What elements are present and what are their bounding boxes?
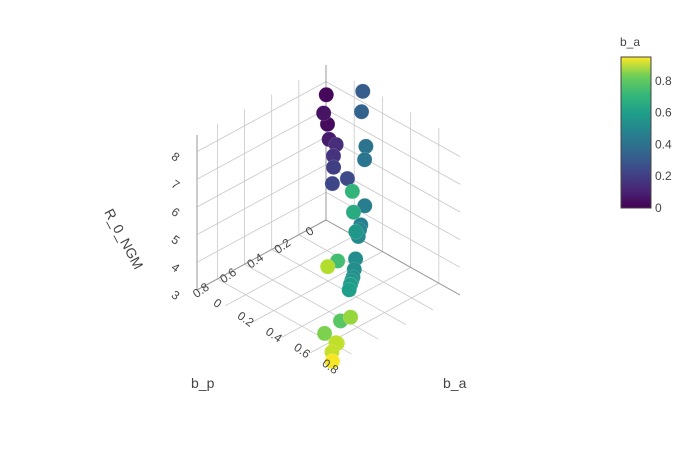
y-axis-line [196,219,327,291]
z-axis-title: R_0_NGM [101,206,146,272]
y-tick-label: 0.2 [272,235,294,256]
x-tick-label: 0.4 [263,324,285,345]
data-point [342,309,359,325]
floor-grid-line [244,263,379,340]
data-point [358,138,374,155]
wall-grid-line [325,81,461,157]
z-tick-label: 4 [169,260,183,275]
wall-grid-line [325,191,461,268]
colorbar-gradient [620,56,652,209]
x-axis-title: b_a [443,375,467,391]
colorbar: b_a 0 0.2 0.4 0.6 0.8 [620,35,672,215]
colorbar-ticks: 0 0.2 0.4 0.6 0.8 [655,74,672,215]
colorbar-tick-label: 0.6 [655,106,672,120]
wall-grid-line [196,164,327,235]
data-point [319,258,336,275]
data-point [341,282,357,298]
colorbar-tick-label: 0.4 [655,137,672,151]
data-point [355,83,371,100]
x-tick-label: 0.2 [235,309,257,330]
x-tick-label: 0 [211,296,225,311]
data-points [315,83,374,370]
data-point [316,325,333,342]
y-axis-title: b_p [191,375,215,391]
wall-grid-line [196,136,327,208]
z-tick-label: 5 [169,232,183,247]
z-tick-label: 6 [169,205,183,220]
wall-grid-line [325,136,461,213]
wall-grid-line [325,108,461,185]
data-point [356,151,373,168]
z-tick-label: 7 [169,177,183,192]
z-tick-label: 8 [169,149,183,164]
data-point [324,353,341,370]
colorbar-tick-label: 0 [655,201,662,215]
z-tick-label: 3 [169,288,183,303]
colorbar-title: b_a [620,35,640,49]
y-tick-label: 0.6 [217,265,239,286]
floor-grid-line [253,251,383,322]
floor-grid-line [298,234,434,311]
floor-grid-line [271,249,406,325]
data-point [315,105,332,121]
data-point [345,204,362,220]
data-point [344,183,361,200]
data-point [318,87,335,103]
y-tick-label: 0.4 [244,250,266,271]
wall-grid-line [196,108,327,180]
data-point [348,224,364,240]
floor-grid-line [281,267,411,338]
wall-grid-line [196,191,327,263]
x-tick-label: 0.6 [291,340,313,361]
data-point [325,159,342,175]
floor-grid-line [225,235,355,307]
axis-labels: b_a b_p R_0_NGM 00.20.40.60.800.20.40.60… [101,149,466,391]
data-point [324,175,341,192]
colorbar-tick-label: 0.2 [655,169,672,183]
colorbar-tick-label: 0.8 [655,74,672,88]
wall-grid-line [196,81,327,152]
y-tick-label: 0.8 [190,280,212,301]
data-point [353,103,370,120]
